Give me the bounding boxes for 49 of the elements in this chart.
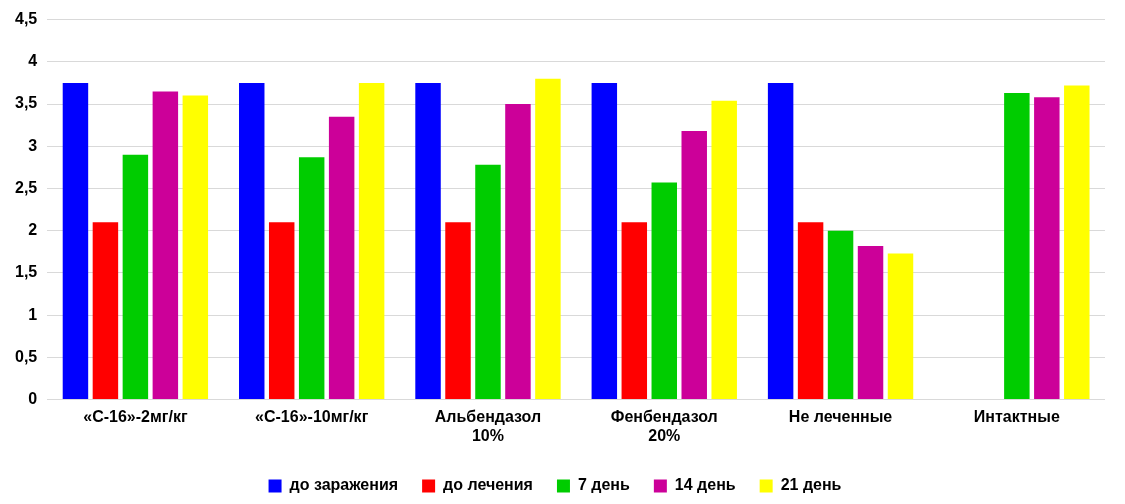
bar — [62, 82, 89, 400]
bar — [268, 222, 295, 400]
x-tick-label: Интактные — [973, 407, 1060, 425]
y-tick-label: 1 — [28, 305, 38, 323]
bar — [505, 104, 531, 400]
bar — [591, 82, 618, 400]
y-tick-label: 4 — [28, 52, 38, 70]
bar — [797, 222, 824, 400]
legend-label: 14 день — [674, 476, 736, 494]
bar — [1064, 85, 1090, 400]
y-tick-label: 2 — [28, 221, 38, 239]
bar — [182, 95, 209, 400]
bar — [1004, 93, 1030, 400]
y-tick-label: 2,5 — [14, 178, 38, 196]
bar — [651, 182, 678, 400]
y-tick-label: 0 — [28, 390, 38, 408]
bar — [298, 157, 325, 400]
bar — [122, 154, 149, 400]
legend-label: до лечения — [443, 476, 533, 494]
bar — [415, 82, 441, 400]
bar — [887, 253, 914, 400]
x-tick-label: «С-16»-10мг/кг — [255, 407, 369, 425]
bar — [445, 222, 471, 400]
bar — [475, 164, 501, 400]
legend-label: до заражения — [289, 476, 399, 494]
y-tick-label: 3,5 — [14, 94, 38, 112]
bar — [328, 116, 355, 400]
bar — [1034, 97, 1060, 400]
x-tick-label: Альбендазол 10% — [434, 407, 542, 444]
bar — [621, 222, 648, 400]
bar — [92, 222, 119, 400]
bar — [827, 230, 854, 400]
y-tick-label: 1,5 — [14, 263, 38, 281]
bar — [358, 82, 385, 400]
y-tick-label: 0,5 — [14, 347, 38, 365]
legend-label: 7 день — [577, 476, 631, 494]
bar — [535, 78, 561, 400]
bar — [767, 82, 794, 400]
x-tick-label: «С-16»-2мг/кг — [83, 407, 188, 425]
x-tick-label: Не леченные — [788, 407, 893, 425]
y-tick-label: 3 — [28, 136, 38, 154]
bar — [152, 91, 179, 400]
bar — [711, 100, 737, 400]
y-tick-label: 4,5 — [14, 10, 38, 28]
bar — [239, 82, 265, 400]
bar — [681, 131, 707, 400]
x-tick-label: Фенбендазол 20% — [610, 407, 718, 444]
bar — [857, 245, 884, 400]
legend-label: 21 день — [780, 476, 842, 494]
